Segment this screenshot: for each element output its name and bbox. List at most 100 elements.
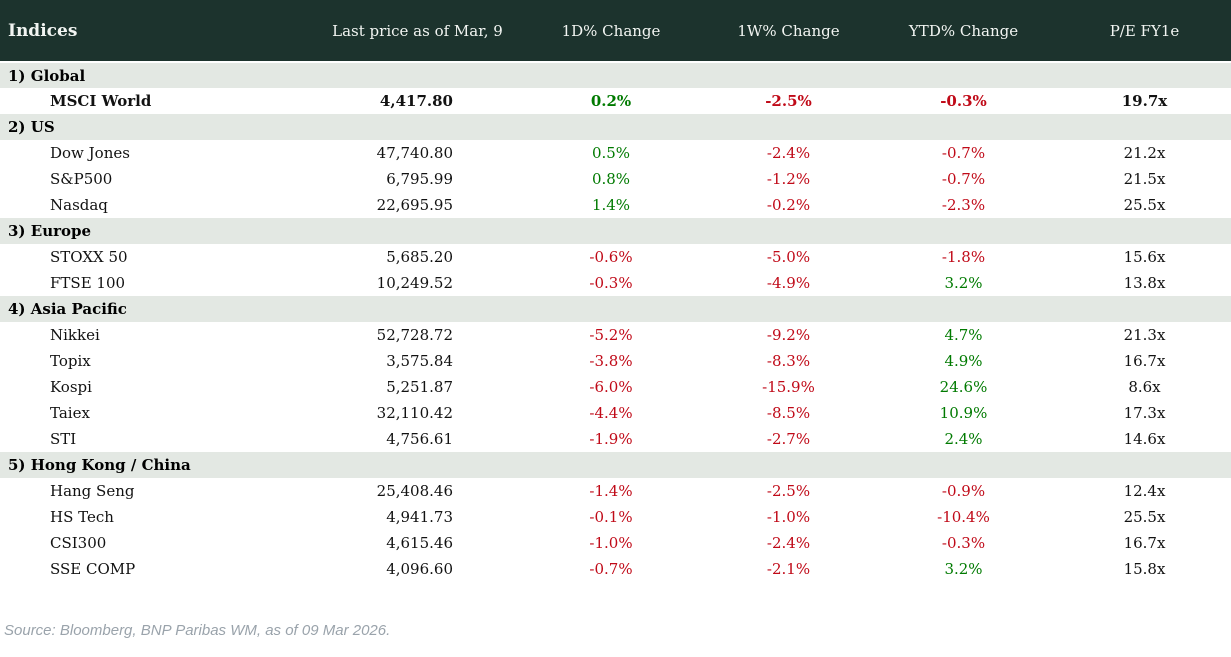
table-row: Nikkei 52,728.72 -5.2% -9.2% 4.7% 21.3x bbox=[0, 322, 1231, 348]
change-1w: -4.9% bbox=[766, 274, 811, 292]
index-name: Topix bbox=[50, 352, 91, 370]
section-row: 3) Europe bbox=[0, 218, 1231, 244]
index-name: HS Tech bbox=[50, 508, 114, 526]
pe-fy1e: 25.5x bbox=[1123, 196, 1166, 214]
change-1d: -0.6% bbox=[589, 248, 633, 266]
index-name: MSCI World bbox=[50, 92, 152, 110]
section-label: 1) Global bbox=[0, 62, 1231, 88]
change-1d: -1.9% bbox=[589, 430, 633, 448]
pe-fy1e: 14.6x bbox=[1123, 430, 1166, 448]
change-ytd: 10.9% bbox=[939, 404, 988, 422]
indices-table: Indices Last price as of Mar, 9 1D% Chan… bbox=[0, 0, 1231, 582]
change-ytd: -0.7% bbox=[941, 144, 986, 162]
last-price: 22,695.95 bbox=[376, 196, 453, 214]
change-ytd: 3.2% bbox=[944, 274, 983, 292]
index-name: SSE COMP bbox=[50, 560, 136, 578]
last-price: 5,685.20 bbox=[386, 248, 453, 266]
pe-fy1e: 21.2x bbox=[1123, 144, 1166, 162]
last-price: 25,408.46 bbox=[376, 482, 453, 500]
pe-fy1e: 21.5x bbox=[1123, 170, 1166, 188]
change-ytd: -0.9% bbox=[941, 482, 986, 500]
change-1w: -5.0% bbox=[766, 248, 811, 266]
change-1d: 0.2% bbox=[590, 92, 632, 110]
last-price: 4,417.80 bbox=[379, 92, 453, 110]
last-price: 4,941.73 bbox=[386, 508, 453, 526]
indices-table-body: 1) Global MSCI World 4,417.80 0.2% -2.5%… bbox=[0, 62, 1231, 582]
last-price: 32,110.42 bbox=[376, 404, 453, 422]
pe-fy1e: 8.6x bbox=[1128, 378, 1161, 396]
section-row: 5) Hong Kong / China bbox=[0, 452, 1231, 478]
change-ytd: -2.3% bbox=[941, 196, 986, 214]
table-row: S&P500 6,795.99 0.8% -1.2% -0.7% 21.5x bbox=[0, 166, 1231, 192]
table-row: STI 4,756.61 -1.9% -2.7% 2.4% 14.6x bbox=[0, 426, 1231, 452]
section-label: 2) US bbox=[0, 114, 1231, 140]
change-1d: -6.0% bbox=[589, 378, 633, 396]
index-name: STI bbox=[50, 430, 77, 448]
index-name: Nikkei bbox=[50, 326, 100, 344]
pe-fy1e: 12.4x bbox=[1123, 482, 1166, 500]
change-ytd: -0.7% bbox=[941, 170, 986, 188]
change-1d: 1.4% bbox=[591, 196, 631, 214]
change-ytd: 2.4% bbox=[944, 430, 983, 448]
pe-fy1e: 21.3x bbox=[1123, 326, 1166, 344]
table-row: Kospi 5,251.87 -6.0% -15.9% 24.6% 8.6x bbox=[0, 374, 1231, 400]
last-price: 6,795.99 bbox=[386, 170, 453, 188]
table-row: Topix 3,575.84 -3.8% -8.3% 4.9% 16.7x bbox=[0, 348, 1231, 374]
last-price: 5,251.87 bbox=[386, 378, 453, 396]
change-1d: -3.8% bbox=[589, 352, 633, 370]
source-note: Source: Bloomberg, BNP Paribas WM, as of… bbox=[4, 622, 391, 639]
change-1d: 0.5% bbox=[591, 144, 631, 162]
index-name: FTSE 100 bbox=[50, 274, 126, 292]
column-header-ytd-change: YTD% Change bbox=[905, 0, 1022, 63]
last-price: 52,728.72 bbox=[376, 326, 453, 344]
change-1d: 0.8% bbox=[591, 170, 631, 188]
table-row: HS Tech 4,941.73 -0.1% -1.0% -10.4% 25.5… bbox=[0, 504, 1231, 530]
table-row: MSCI World 4,417.80 0.2% -2.5% -0.3% 19.… bbox=[0, 88, 1231, 114]
change-1w: -2.1% bbox=[766, 560, 811, 578]
table-row: Nasdaq 22,695.95 1.4% -0.2% -2.3% 25.5x bbox=[0, 192, 1231, 218]
index-name: Dow Jones bbox=[50, 144, 130, 162]
last-price: 4,756.61 bbox=[386, 430, 453, 448]
table-row: STOXX 50 5,685.20 -0.6% -5.0% -1.8% 15.6… bbox=[0, 244, 1231, 270]
change-1w: -2.5% bbox=[765, 92, 812, 110]
table-header: Indices Last price as of Mar, 9 1D% Chan… bbox=[0, 0, 1231, 63]
last-price: 4,096.60 bbox=[386, 560, 453, 578]
section-label: 3) Europe bbox=[0, 218, 1231, 244]
index-name: CSI300 bbox=[50, 534, 107, 552]
last-price: 3,575.84 bbox=[386, 352, 453, 370]
change-1d: -5.2% bbox=[589, 326, 633, 344]
change-1w: -0.2% bbox=[766, 196, 811, 214]
change-1d: -1.4% bbox=[589, 482, 633, 500]
section-row: 1) Global bbox=[0, 62, 1231, 88]
change-1w: -2.5% bbox=[766, 482, 811, 500]
change-ytd: -1.8% bbox=[941, 248, 986, 266]
section-row: 4) Asia Pacific bbox=[0, 296, 1231, 322]
change-ytd: -10.4% bbox=[937, 508, 990, 526]
table-row: FTSE 100 10,249.52 -0.3% -4.9% 3.2% 13.8… bbox=[0, 270, 1231, 296]
change-ytd: -0.3% bbox=[941, 534, 986, 552]
index-name: Hang Seng bbox=[50, 482, 135, 500]
column-header-pe-fy1e: P/E FY1e bbox=[1022, 0, 1231, 63]
pe-fy1e: 17.3x bbox=[1123, 404, 1166, 422]
index-name: Kospi bbox=[50, 378, 92, 396]
change-1d: -1.0% bbox=[589, 534, 633, 552]
change-ytd: 4.7% bbox=[944, 326, 983, 344]
change-1w: -2.4% bbox=[766, 144, 811, 162]
last-price: 4,615.46 bbox=[386, 534, 453, 552]
last-price: 10,249.52 bbox=[376, 274, 453, 292]
change-1w: -9.2% bbox=[766, 326, 811, 344]
change-1d: -0.3% bbox=[589, 274, 633, 292]
index-name: STOXX 50 bbox=[50, 248, 128, 266]
pe-fy1e: 15.8x bbox=[1123, 560, 1166, 578]
pe-fy1e: 13.8x bbox=[1123, 274, 1166, 292]
pe-fy1e: 25.5x bbox=[1123, 508, 1166, 526]
column-header-last-price: Last price as of Mar, 9 bbox=[285, 0, 550, 63]
change-1d: -4.4% bbox=[589, 404, 633, 422]
change-1d: -0.7% bbox=[589, 560, 633, 578]
header-row: Indices Last price as of Mar, 9 1D% Chan… bbox=[0, 0, 1231, 63]
table-row: Hang Seng 25,408.46 -1.4% -2.5% -0.9% 12… bbox=[0, 478, 1231, 504]
column-header-1d-change: 1D% Change bbox=[550, 0, 672, 63]
pe-fy1e: 19.7x bbox=[1121, 92, 1168, 110]
change-ytd: -0.3% bbox=[940, 92, 987, 110]
index-name: S&P500 bbox=[50, 170, 113, 188]
